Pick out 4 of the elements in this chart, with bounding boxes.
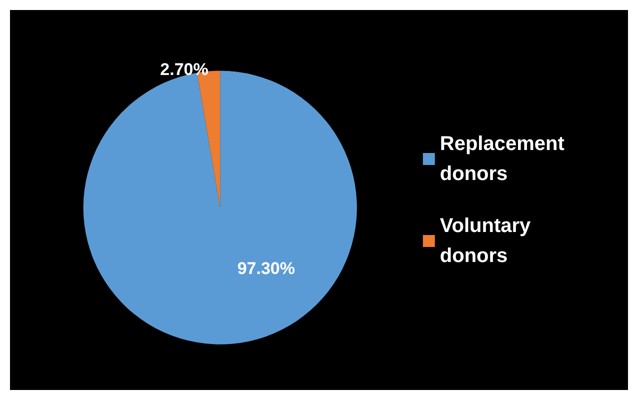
data-label: 97.30% [237,259,296,278]
data-label: 2.70% [160,60,208,79]
legend-label: Voluntary donors [440,215,536,267]
legend-label: Replacement donors [440,133,570,185]
